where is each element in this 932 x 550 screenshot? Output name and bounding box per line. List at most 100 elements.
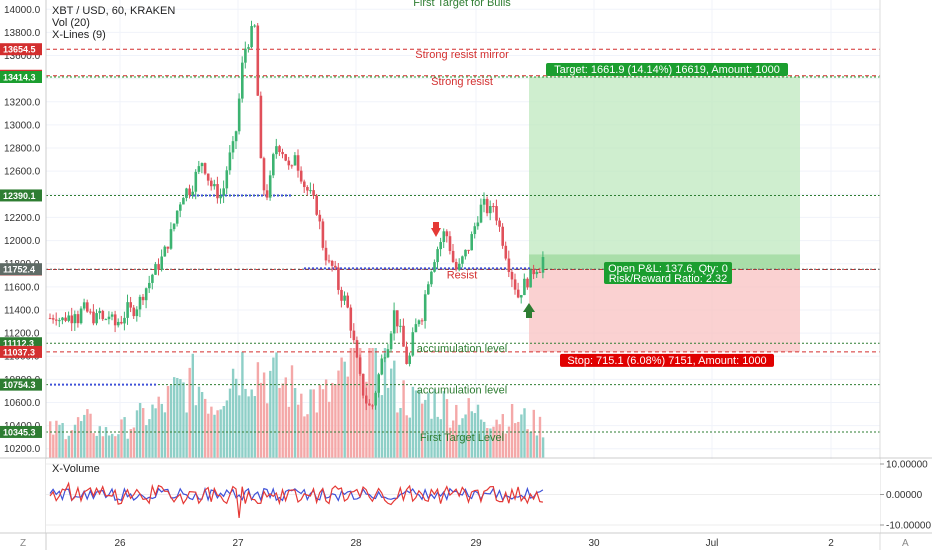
- candle-body: [194, 171, 198, 192]
- volume-bar: [396, 412, 399, 458]
- candle-body: [82, 302, 86, 309]
- candle-body: [414, 324, 418, 333]
- volume-bar: [111, 433, 114, 458]
- volume-bar: [73, 424, 77, 458]
- y-tick-label: 12600.0: [4, 167, 41, 178]
- volume-bar: [235, 378, 238, 458]
- volume-bar: [442, 391, 446, 458]
- volume-bar: [166, 386, 170, 458]
- price-tag-text: 11752.4: [3, 265, 35, 275]
- volume-bar: [104, 427, 108, 458]
- candle-body: [473, 226, 477, 235]
- volume-bar: [498, 424, 501, 458]
- target-zone: [529, 76, 800, 270]
- x-tick-label: Jul: [706, 538, 719, 549]
- candle-body: [520, 295, 523, 298]
- candle-body: [358, 357, 362, 374]
- volume-bar: [188, 367, 191, 458]
- volume-bar: [200, 391, 204, 458]
- price-tag-text: 10754.3: [3, 380, 36, 390]
- price-tag: [0, 70, 42, 83]
- volume-bar: [315, 412, 318, 458]
- volume-bar: [148, 419, 151, 458]
- candle-body: [123, 317, 126, 324]
- candle-body: [337, 267, 340, 290]
- volume-bar: [510, 404, 514, 458]
- volume-bar: [278, 387, 281, 458]
- price-tag: [0, 43, 42, 56]
- volume-bar: [207, 413, 210, 458]
- candle-body: [507, 258, 511, 272]
- volume-bar: [402, 380, 405, 458]
- candle-body: [334, 265, 337, 268]
- volume-bar: [541, 437, 545, 458]
- volume-bar: [151, 404, 154, 458]
- x-tick-label: 2: [828, 538, 834, 549]
- volume-bar: [393, 360, 396, 458]
- candle-body: [374, 392, 377, 406]
- volume-bar: [228, 388, 232, 458]
- candle-body: [113, 314, 117, 326]
- volume-bar: [95, 435, 98, 458]
- level-label: accumulation level: [417, 343, 508, 355]
- candle-body: [70, 315, 74, 324]
- x-tick-label: 26: [114, 538, 126, 549]
- volume-bar: [306, 414, 309, 458]
- xvolume-red-line: [49, 481, 544, 519]
- candle-body: [144, 288, 148, 301]
- volume-bar: [126, 438, 129, 458]
- volume-bar: [293, 388, 297, 458]
- volume-bar: [535, 435, 539, 458]
- candle-body: [470, 234, 473, 251]
- volume-bar: [244, 388, 247, 458]
- volume-bar: [405, 415, 408, 458]
- candle-body: [516, 289, 520, 298]
- volume-bar: [290, 365, 294, 458]
- volume-bar: [523, 408, 526, 458]
- candle-body: [461, 256, 464, 264]
- volume-bar: [117, 434, 120, 458]
- candle-body: [110, 314, 114, 317]
- target-label-text: Target: 1661.9 (14.14%) 16619, Amount: 1…: [554, 64, 780, 76]
- candle-body: [417, 320, 421, 325]
- y-tick-label: 10600.0: [4, 398, 41, 409]
- candle-body: [157, 264, 160, 270]
- candle-body: [454, 262, 458, 270]
- stop-label-box: [560, 353, 774, 367]
- candle-body: [79, 308, 83, 324]
- candle-body: [67, 315, 70, 321]
- volume-bar: [107, 435, 111, 458]
- candle-body: [86, 302, 89, 312]
- y-tick-label: 14000.0: [4, 5, 41, 16]
- candle-body: [439, 242, 442, 250]
- candle-body: [408, 355, 411, 364]
- volume-bar: [284, 377, 287, 458]
- candle-body: [253, 25, 256, 27]
- candle-body: [541, 257, 545, 273]
- candle-body: [389, 333, 393, 350]
- candle-body: [420, 320, 424, 322]
- candle-body: [268, 175, 272, 198]
- x-tick-label: 29: [470, 538, 482, 549]
- volume-bar: [297, 404, 300, 458]
- candle-body: [48, 318, 52, 320]
- price-tag-text: 13654.5: [3, 45, 36, 55]
- candle-body: [175, 210, 179, 224]
- volume-bar: [377, 373, 380, 458]
- y-tick-label: 11400.0: [4, 305, 40, 316]
- volume-bar: [532, 409, 535, 458]
- candle-body: [222, 188, 225, 196]
- candle-body: [399, 325, 402, 327]
- volume-bar: [362, 388, 365, 458]
- volume-bar: [414, 390, 418, 458]
- volume-bar: [492, 426, 495, 458]
- candle-body: [396, 310, 399, 327]
- volume-bar: [380, 395, 384, 458]
- volume-bar: [83, 414, 86, 458]
- y-tick-label: 10200.0: [4, 444, 41, 455]
- volume-bar: [483, 421, 486, 458]
- candle-body: [321, 221, 325, 248]
- volume-bar: [318, 384, 322, 458]
- price-tag: [0, 263, 42, 276]
